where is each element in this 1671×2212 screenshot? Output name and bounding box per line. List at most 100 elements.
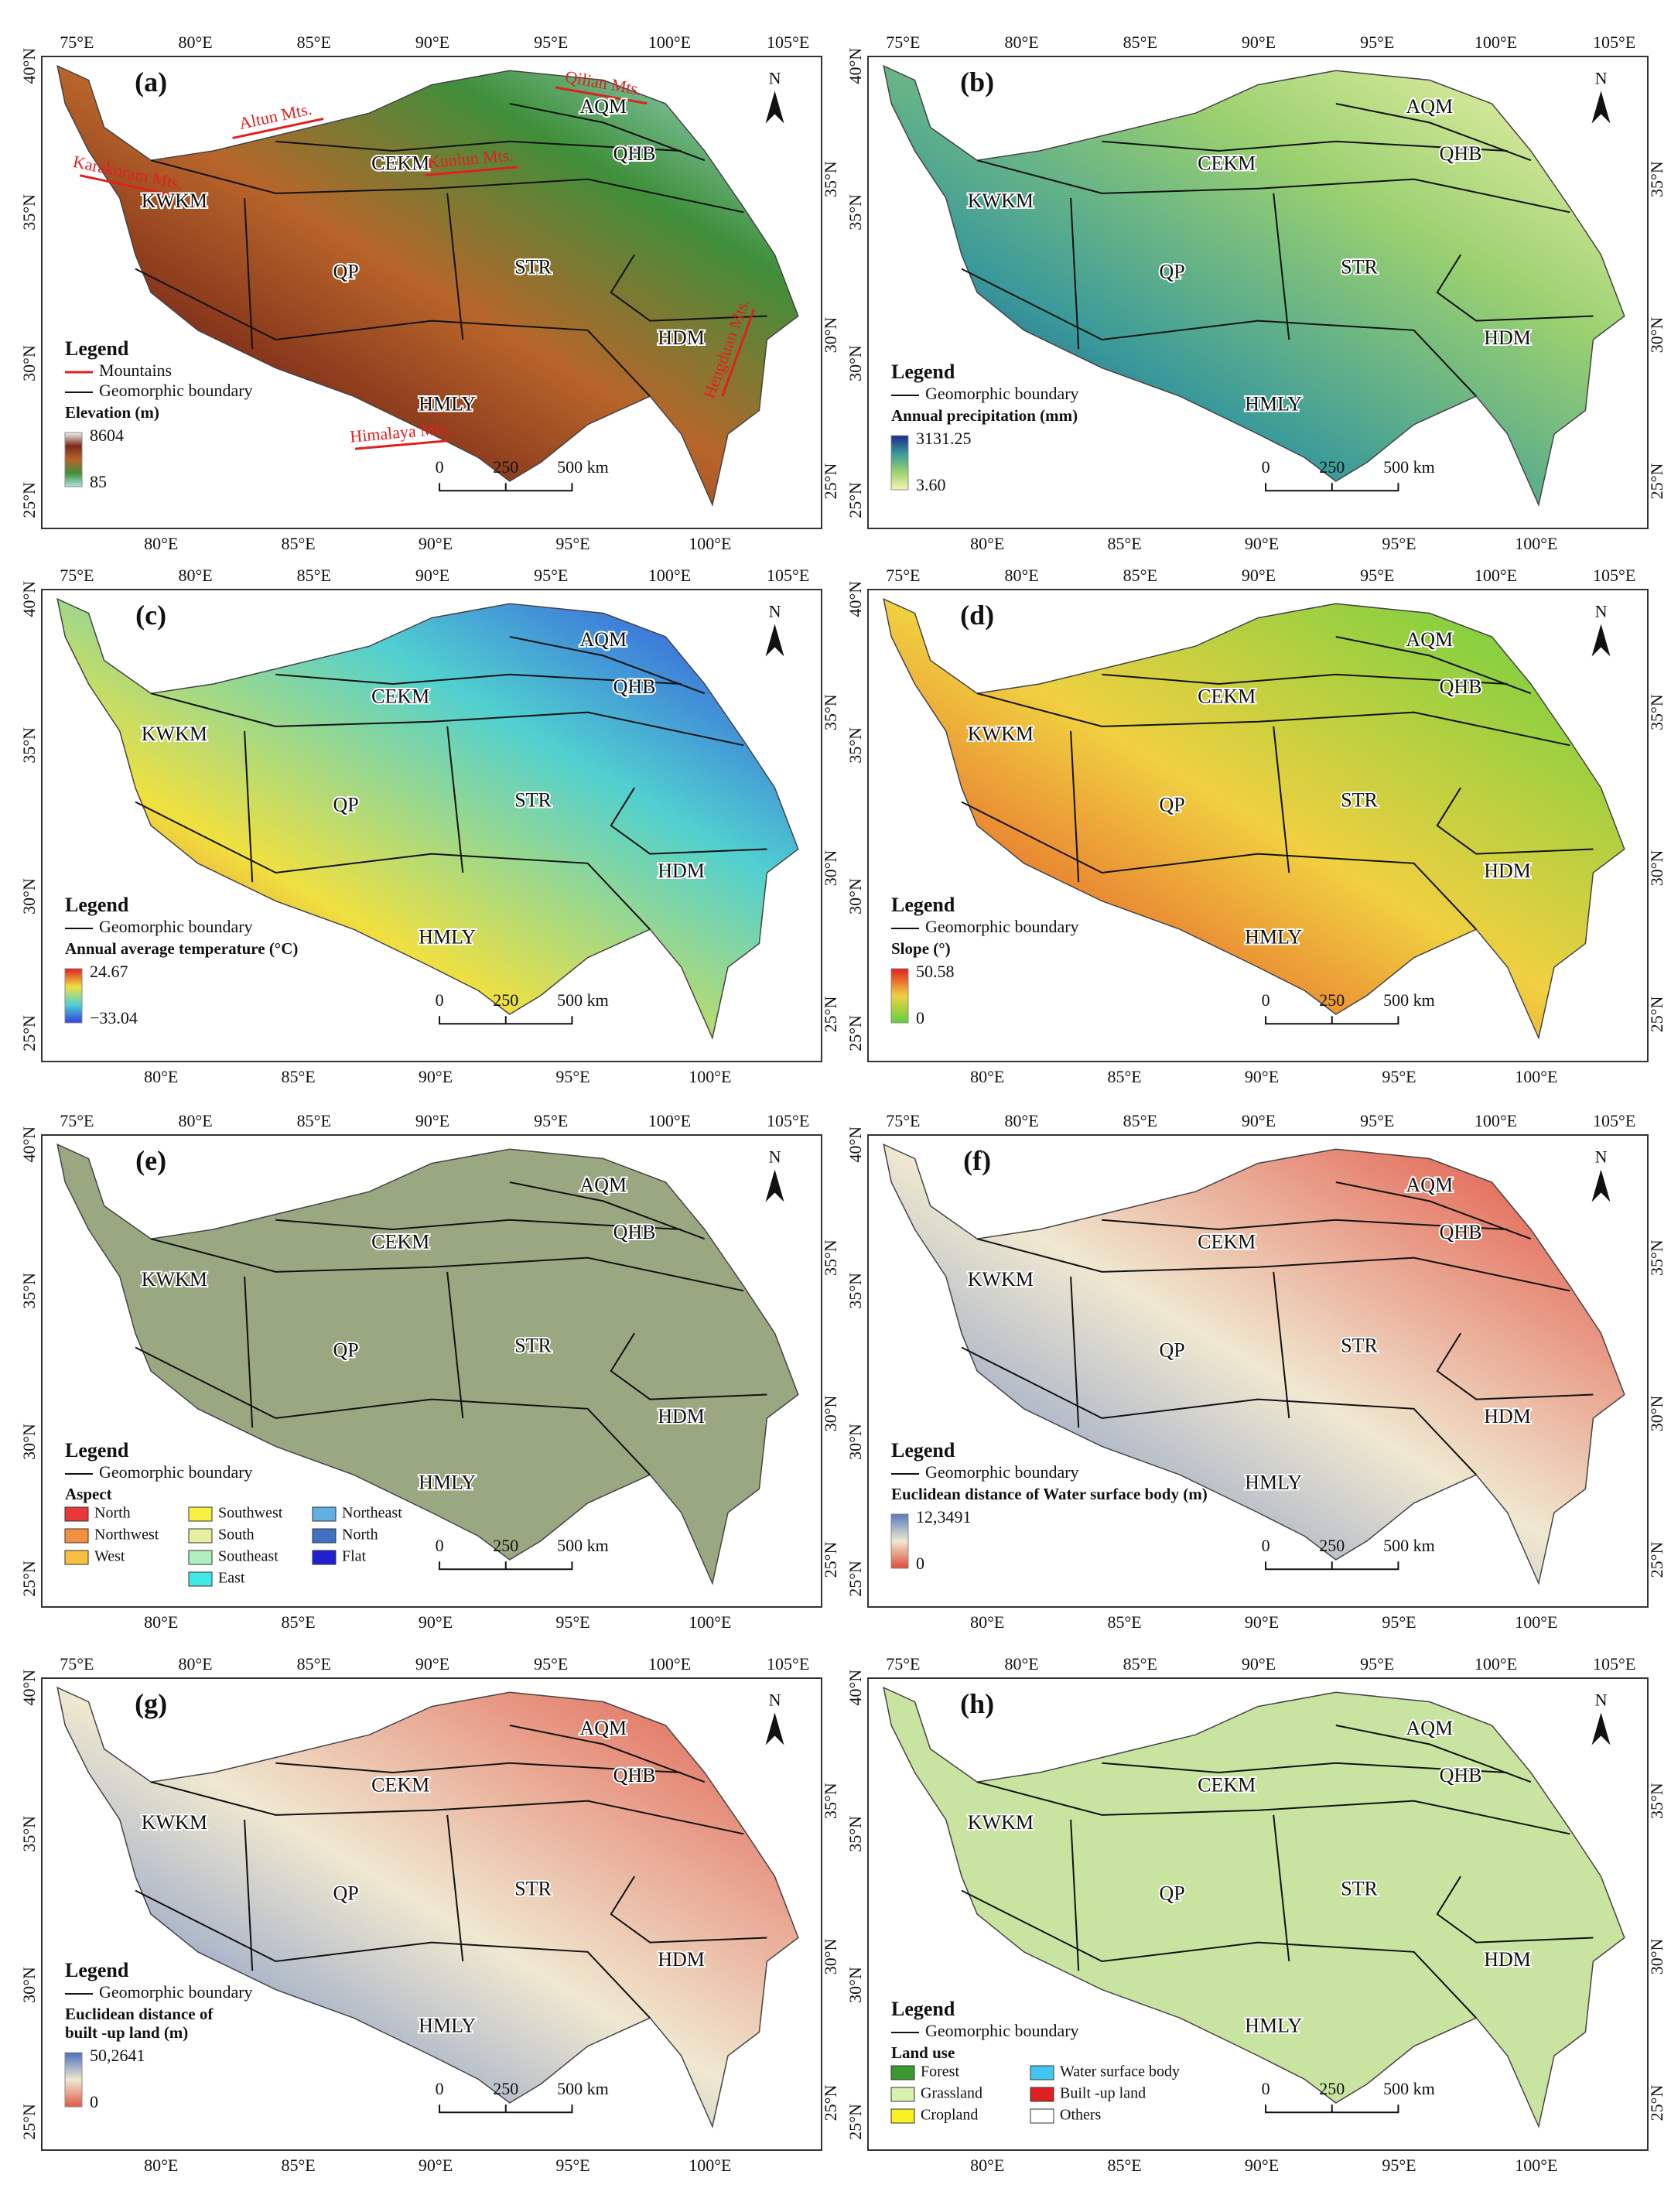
north-arrow	[1591, 624, 1611, 657]
colorbar	[64, 968, 83, 1024]
geomorphic-boundary	[446, 193, 464, 340]
region-label: AQM	[1406, 1717, 1453, 1739]
geomorphic-boundary	[446, 1271, 464, 1419]
scale-label: 500 km	[557, 457, 609, 477]
region-label: KWKM	[142, 723, 207, 745]
geomorphic-boundary	[976, 692, 1570, 747]
legend-variable: Euclidean distance of Water surface body…	[891, 1485, 1208, 1503]
lon-tick-label: 85°E	[1123, 1654, 1157, 1674]
legend-swatch	[1030, 2087, 1054, 2102]
lon-tick-label: 85°E	[1108, 1067, 1142, 1086]
lon-tick-label: 105°E	[767, 32, 809, 52]
geomorphic-boundary	[150, 1781, 744, 1835]
geomorphic-boundary	[976, 1781, 1570, 1835]
lat-tick-label: 30°N	[19, 345, 39, 381]
region-label: HDM	[1484, 860, 1531, 882]
lon-tick-label: 85°E	[1108, 2156, 1142, 2175]
region-label: QHB	[1440, 142, 1482, 165]
lat-tick-label: 30°N	[846, 1424, 865, 1460]
lon-tick-label: 105°E	[1593, 32, 1635, 52]
scale-label: 250	[493, 990, 518, 1010]
region-label: AQM	[579, 95, 627, 118]
north-label: N	[769, 69, 781, 88]
geomorphic-boundary	[1070, 197, 1080, 350]
lat-tick-label: 25°N	[1647, 463, 1666, 500]
legend-category: Others	[1060, 2107, 1102, 2124]
lat-tick-label: 35°N	[1647, 694, 1666, 730]
geomorphic-boundary	[1273, 726, 1290, 874]
lon-tick-label: 90°E	[1245, 534, 1279, 553]
lon-tick-label: 95°E	[1382, 2156, 1416, 2175]
legend-variable: Elevation (m)	[65, 403, 159, 422]
geomorphic-boundary	[1070, 1819, 1080, 1971]
geomorphic-boundary	[1273, 193, 1290, 340]
region-label: STR	[514, 1334, 552, 1356]
scale-bar	[1265, 1561, 1399, 1571]
region-label: CEKM	[1198, 1773, 1256, 1796]
legend-item: Geomorphic boundary	[925, 1462, 1079, 1482]
panel-label: (a)	[135, 67, 167, 97]
lat-tick-label: 25°N	[19, 1015, 39, 1051]
lat-tick-label: 40°N	[19, 48, 39, 84]
geomorphic-boundary	[150, 1238, 744, 1292]
legend-variable: Euclidean distance of	[65, 2005, 214, 2023]
scale-label: 0	[1262, 1536, 1270, 1555]
lat-tick-label: 35°N	[19, 1816, 39, 1852]
lon-tick-label: 105°E	[1593, 1111, 1635, 1130]
plateau-map	[883, 597, 1625, 1040]
north-arrow	[1591, 91, 1611, 124]
geomorphic-boundary	[1335, 1181, 1532, 1240]
scale-label: 500 km	[557, 990, 609, 1010]
lat-tick-label: 30°N	[19, 1424, 39, 1460]
lon-tick-label: 75°E	[886, 1111, 920, 1130]
colorbar-min: 0	[916, 1008, 924, 1027]
north-label: N	[1595, 1147, 1608, 1167]
lon-tick-label: 90°E	[419, 2156, 453, 2175]
legend-title: Legend	[65, 1439, 129, 1462]
geomorphic-boundary	[1102, 140, 1508, 152]
legend-swatch	[64, 1506, 89, 1522]
colorbar	[890, 435, 909, 491]
panel-label: (g)	[135, 1688, 167, 1719]
region-label: KWKM	[142, 1268, 207, 1291]
legend-category: East	[218, 1570, 245, 1587]
geomorphic-boundary	[1102, 1762, 1508, 1774]
lon-tick-label: 80°E	[1004, 1654, 1038, 1674]
lon-tick-label: 105°E	[767, 566, 809, 585]
colorbar-max: 24.67	[90, 962, 128, 981]
lon-tick-label: 95°E	[555, 2156, 589, 2175]
region-label: QHB	[613, 1764, 656, 1786]
region-label: HMLY	[419, 1471, 476, 1493]
map-panel: 75°E 80°E 85°E 90°E 95°E 100°E 105°E 80°E 85°E 90…	[19, 566, 840, 1086]
north-arrow	[1591, 1712, 1611, 1745]
geomorphic-boundary	[150, 159, 744, 214]
lon-tick-label: 90°E	[419, 1067, 453, 1086]
region-label: STR	[1341, 1877, 1378, 1899]
lat-tick-label: 30°N	[846, 345, 865, 381]
lon-tick-label: 90°E	[1242, 566, 1276, 585]
lon-tick-label: 100°E	[1475, 32, 1517, 52]
region-label: CEKM	[371, 1230, 429, 1253]
scale-bar	[439, 2104, 573, 2114]
scale-label: 0	[436, 1536, 444, 1555]
north-label: N	[769, 1147, 781, 1167]
region-label: CEKM	[371, 152, 429, 174]
region-label: HDM	[1484, 327, 1531, 349]
legend-category: Forest	[921, 2063, 959, 2080]
region-label: HMLY	[419, 2014, 476, 2036]
region-label: HDM	[658, 1948, 705, 1971]
lon-tick-label: 80°E	[144, 534, 178, 553]
region-label: HDM	[1484, 1948, 1531, 1971]
region-label: HMLY	[1245, 1471, 1302, 1493]
map-panel: 75°E 80°E 85°E 90°E 95°E 100°E 105°E 80°E 85°E 90…	[19, 32, 840, 553]
lon-tick-label: 75°E	[60, 32, 94, 52]
lon-tick-label: 95°E	[534, 1654, 568, 1674]
region-label: QP	[333, 794, 358, 816]
scale-label: 0	[436, 2079, 444, 2098]
lat-tick-label: 35°N	[846, 727, 865, 764]
region-label: HDM	[658, 860, 705, 882]
lat-tick-label: 25°N	[821, 1542, 840, 1578]
region-label: STR	[1341, 255, 1378, 278]
scale-label: 250	[1319, 457, 1345, 477]
scale-label: 500 km	[1383, 457, 1435, 477]
